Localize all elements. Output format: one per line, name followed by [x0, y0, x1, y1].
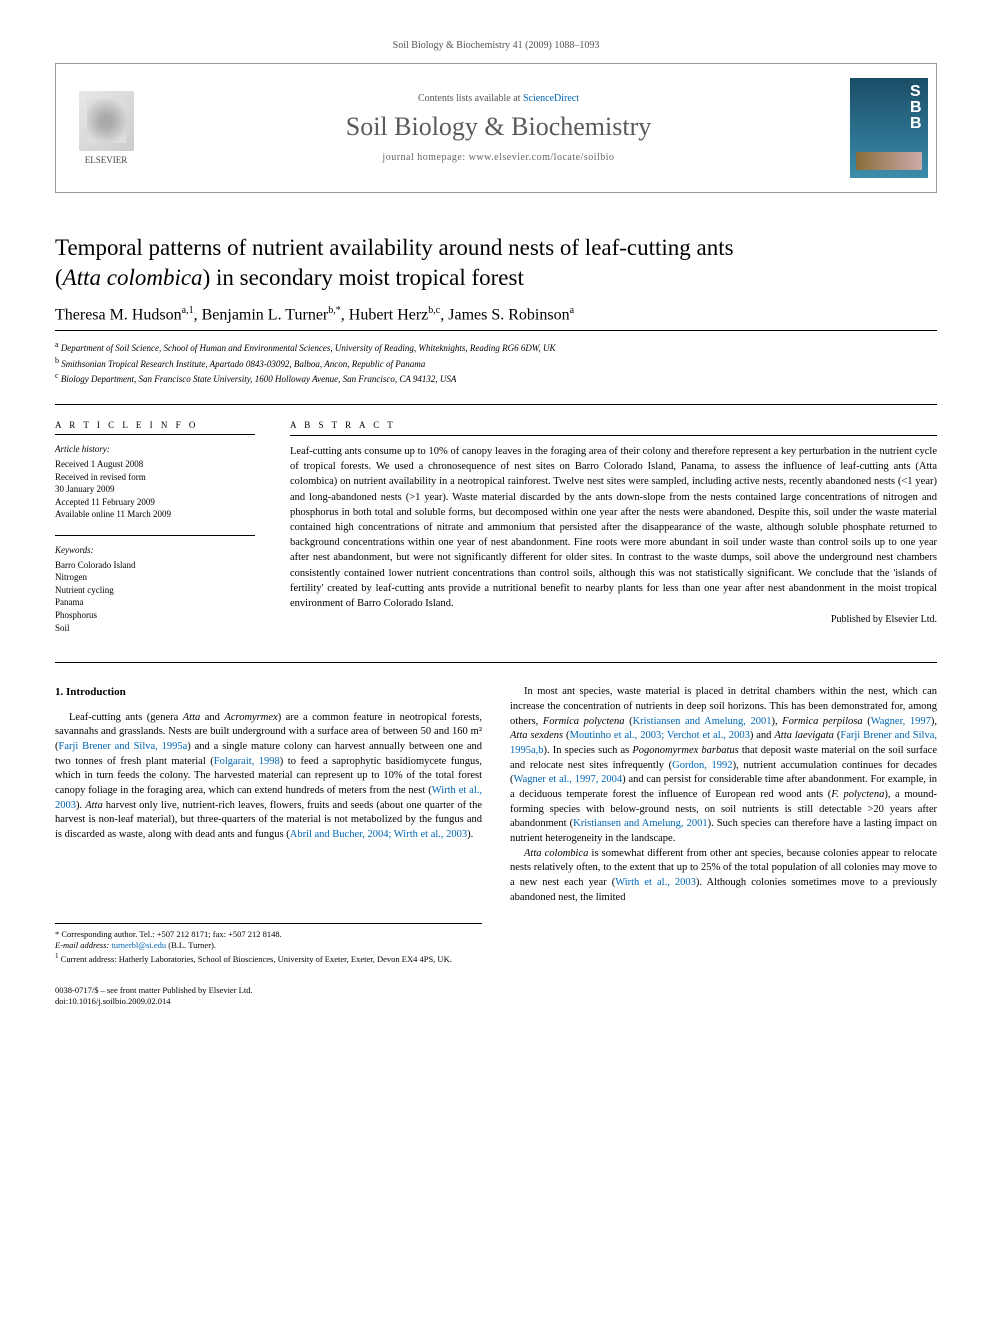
received-date: Received 1 August 2008 [55, 458, 255, 471]
species-f-polyctena: F. polyctena [831, 789, 884, 800]
column-right: In most ant species, waste material is p… [510, 685, 937, 1007]
revised-date: 30 January 2009 [55, 483, 255, 496]
ref-farji-1995a[interactable]: Farji Brener and Silva, 1995a [59, 741, 188, 752]
ref-wirth-2003b[interactable]: Wirth et al., 2003 [615, 877, 696, 888]
abstract-block: A B S T R A C T Leaf-cutting ants consum… [290, 419, 937, 634]
keyword-5: Phosphorus [55, 609, 255, 622]
homepage-url[interactable]: www.elsevier.com/locate/soilbio [469, 152, 615, 163]
species-formica-polyctena: Formica polyctena [543, 716, 625, 727]
ref-folgarait-1998[interactable]: Folgarait, 1998 [214, 756, 280, 767]
homepage-line: journal homepage: www.elsevier.com/locat… [156, 152, 841, 163]
keyword-1: Barro Colorado Island [55, 559, 255, 572]
contents-available: Contents lists available at ScienceDirec… [156, 93, 841, 104]
genus-atta: Atta [183, 712, 201, 723]
title-species: Atta colombica [63, 265, 203, 290]
abstract-publisher: Published by Elsevier Ltd. [290, 613, 937, 628]
copyright-footer: 0038-0717/$ – see front matter Published… [55, 985, 482, 1007]
banner-center: Contents lists available at ScienceDirec… [156, 93, 841, 163]
author-2: Benjamin L. Turner [202, 306, 329, 323]
affiliations: a Department of Soil Science, School of … [55, 339, 937, 386]
elsevier-tree-icon [79, 91, 134, 151]
online-date: Available online 11 March 2009 [55, 508, 255, 521]
author-3: Hubert Herz [349, 306, 429, 323]
author-4: James S. Robinson [448, 306, 569, 323]
meta-row: A R T I C L E I N F O Article history: R… [55, 404, 937, 634]
keyword-6: Soil [55, 622, 255, 635]
ref-kristiansen-2001[interactable]: Kristiansen and Amelung, 2001 [633, 716, 772, 727]
journal-cover-icon [850, 78, 928, 178]
author-4-affil: a [570, 305, 574, 316]
revised-label: Received in revised form [55, 471, 255, 484]
genus-atta-2: Atta [85, 800, 103, 811]
species-atta-colombica: Atta colombica [524, 848, 588, 859]
homepage-prefix: journal homepage: [382, 152, 468, 163]
col2-para-1: In most ant species, waste material is p… [510, 685, 937, 847]
affil-a: a Department of Soil Science, School of … [55, 339, 937, 355]
journal-title: Soil Biology & Biochemistry [156, 112, 841, 142]
email-line: E-mail address: turnerbl@si.edu (B.L. Tu… [55, 940, 482, 951]
author-list: Theresa M. Hudsona,1, Benjamin L. Turner… [55, 305, 937, 331]
ref-kristiansen-2001b[interactable]: Kristiansen and Amelung, 2001 [573, 818, 707, 829]
footnotes-block: * Corresponding author. Tel.: +507 212 8… [55, 923, 482, 965]
column-left: 1. Introduction Leaf-cutting ants (gener… [55, 685, 482, 1007]
contents-prefix: Contents lists available at [418, 93, 523, 104]
author-1: Theresa M. Hudson [55, 306, 182, 323]
genus-acromyrmex: Acromyrmex [224, 712, 277, 723]
col2-para-2: Atta colombica is somewhat different fro… [510, 847, 937, 906]
species-pogonomyrmex: Pogonomyrmex barbatus [632, 745, 738, 756]
keywords-label: Keywords: [55, 535, 255, 557]
publisher-block: ELSEVIER [56, 64, 156, 192]
keyword-2: Nitrogen [55, 571, 255, 584]
footnote-1: 1 Current address: Hatherly Laboratories… [55, 952, 482, 965]
email-label: E-mail address: [55, 940, 111, 950]
ref-abril-wirth[interactable]: Abril and Bucher, 2004; Wirth et al., 20… [290, 829, 467, 840]
corresponding-author: * Corresponding author. Tel.: +507 212 8… [55, 929, 482, 940]
sciencedirect-link[interactable]: ScienceDirect [523, 93, 579, 104]
author-3-affil: b,c [428, 305, 440, 316]
article-info-block: A R T I C L E I N F O Article history: R… [55, 419, 255, 634]
cover-block [841, 64, 936, 192]
keyword-3: Nutrient cycling [55, 584, 255, 597]
author-2-affil: b,* [328, 305, 341, 316]
running-header: Soil Biology & Biochemistry 41 (2009) 10… [55, 40, 937, 51]
title-line2-post: ) in secondary moist tropical forest [203, 265, 524, 290]
accepted-date: Accepted 11 February 2009 [55, 496, 255, 509]
intro-para-1: Leaf-cutting ants (genera Atta and Acrom… [55, 711, 482, 843]
ref-moutinho-verchot[interactable]: Moutinho et al., 2003; Verchot et al., 2… [570, 730, 750, 741]
title-paren-open: ( [55, 265, 63, 290]
history-label: Article history: [55, 443, 255, 456]
author-1-affil: a,1 [182, 305, 194, 316]
species-atta-laevigata: Atta laevigata [774, 730, 834, 741]
affil-b: b Smithsonian Tropical Research Institut… [55, 355, 937, 371]
doi-line: doi:10.1016/j.soilbio.2009.02.014 [55, 996, 482, 1007]
article-title: Temporal patterns of nutrient availabili… [55, 233, 937, 293]
ref-wagner-1997-2004[interactable]: Wagner et al., 1997, 2004 [514, 774, 623, 785]
front-matter-line: 0038-0717/$ – see front matter Published… [55, 985, 482, 996]
affil-c: c Biology Department, San Francisco Stat… [55, 370, 937, 386]
species-formica-perpilosa: Formica perpilosa [782, 716, 862, 727]
abstract-text: Leaf-cutting ants consume up to 10% of c… [290, 444, 937, 611]
journal-banner: ELSEVIER Contents lists available at Sci… [55, 63, 937, 193]
body-columns: 1. Introduction Leaf-cutting ants (gener… [55, 662, 937, 1007]
email-owner: (B.L. Turner). [166, 940, 216, 950]
ref-gordon-1992[interactable]: Gordon, 1992 [672, 760, 732, 771]
species-atta-sexdens: Atta sexdens [510, 730, 563, 741]
publisher-name: ELSEVIER [85, 155, 128, 165]
abstract-heading: A B S T R A C T [290, 419, 937, 436]
intro-heading: 1. Introduction [55, 685, 482, 700]
title-line1: Temporal patterns of nutrient availabili… [55, 235, 734, 260]
article-info-heading: A R T I C L E I N F O [55, 419, 255, 436]
ref-wagner-1997[interactable]: Wagner, 1997 [871, 716, 931, 727]
keyword-4: Panama [55, 596, 255, 609]
email-link[interactable]: turnerbl@si.edu [111, 940, 166, 950]
